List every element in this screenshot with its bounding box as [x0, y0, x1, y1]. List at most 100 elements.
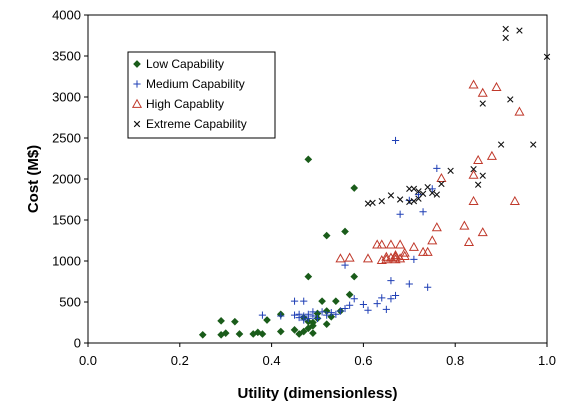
data-point-triangle: [436, 172, 447, 183]
data-point-plus: [341, 261, 349, 269]
legend-marker-diamond: [133, 60, 141, 68]
data-point-plus: [424, 283, 432, 291]
data-point-plus: [364, 306, 372, 314]
series-plus: [258, 136, 441, 324]
data-point-triangle: [399, 247, 410, 257]
data-point-diamond: [231, 317, 239, 326]
x-tick-label: 1.0: [538, 353, 556, 368]
data-point-x: [415, 188, 422, 195]
legend-label: Extreme Capability: [146, 117, 247, 131]
data-point-plus: [405, 280, 413, 288]
data-point-diamond: [309, 329, 317, 337]
data-point-x: [433, 191, 441, 198]
data-point-x: [530, 141, 537, 148]
legend-label: Medium Capability: [146, 77, 245, 91]
data-point-plus: [387, 295, 395, 303]
data-point-triangle: [376, 239, 387, 249]
legend: Low Capability Medium Capability High Capa…: [127, 51, 276, 139]
y-tick-label: 3500: [52, 49, 81, 64]
data-point-diamond: [332, 297, 340, 306]
data-point-plus: [336, 307, 345, 315]
data-point-plus: [350, 295, 358, 303]
data-point-x: [410, 197, 418, 205]
data-point-x: [419, 190, 427, 197]
data-point-triangle: [463, 236, 475, 246]
data-point-plus: [295, 313, 303, 322]
x-tick-label: 0.0: [79, 353, 97, 368]
data-point-plus: [290, 297, 299, 305]
data-point-diamond: [299, 327, 308, 336]
data-point-x: [429, 189, 436, 197]
data-point-plus: [346, 301, 354, 309]
data-point-x: [406, 185, 413, 193]
x-tick-label: 0.6: [354, 353, 372, 368]
legend-box: [127, 51, 276, 139]
data-point-diamond: [276, 327, 285, 336]
data-point-plus: [327, 309, 335, 317]
data-point-plus: [359, 300, 367, 309]
data-point-triangle: [399, 250, 410, 260]
data-point-x: [516, 27, 523, 34]
data-point-diamond: [322, 320, 331, 328]
data-point-triangle: [422, 246, 433, 256]
series-x: [364, 25, 551, 207]
data-point-triangle: [335, 253, 346, 263]
data-point-triangle: [431, 222, 442, 232]
data-point-x: [479, 100, 486, 107]
data-point-plus: [277, 312, 285, 320]
y-tick-label: 0: [74, 336, 81, 351]
data-point-triangle: [385, 239, 396, 249]
data-point-plus: [378, 294, 386, 302]
data-point-plus: [373, 300, 381, 308]
data-point-x: [497, 141, 505, 148]
data-point-plus: [382, 305, 390, 313]
data-point-diamond: [318, 297, 326, 306]
data-point-plus: [258, 311, 267, 319]
data-point-diamond: [322, 231, 331, 240]
data-point-plus: [332, 310, 340, 318]
data-point-diamond: [221, 329, 230, 337]
legend-marker-triangle: [131, 98, 143, 108]
y-tick-label: 2500: [52, 131, 81, 146]
data-point-x: [479, 172, 486, 179]
y-tick-label: 3000: [52, 90, 81, 105]
data-point-triangle: [514, 106, 525, 116]
data-point-triangle: [477, 227, 488, 237]
data-point-x: [470, 165, 477, 173]
data-point-triangle: [395, 253, 406, 263]
data-point-plus: [391, 136, 400, 145]
data-point-diamond: [309, 318, 317, 327]
data-point-plus: [396, 210, 404, 218]
data-point-plus: [313, 314, 322, 322]
data-point-plus: [414, 190, 423, 199]
data-point-plus: [433, 164, 441, 172]
legend-marker-plus: [133, 80, 141, 88]
data-point-x: [474, 181, 482, 188]
data-point-diamond: [304, 155, 313, 164]
data-point-diamond: [350, 272, 359, 281]
data-point-plus: [300, 297, 308, 305]
data-point-plus: [341, 304, 349, 313]
axes: 0 500 1000 1500 2000 2500 3000 3500 4000 0.0 0.2 0.…: [25, 8, 556, 403]
data-point-x: [438, 180, 445, 188]
data-point-diamond: [304, 272, 313, 281]
plot-area: [198, 25, 551, 339]
data-point-triangle: [459, 220, 470, 230]
data-point-x: [415, 195, 422, 202]
data-point-triangle: [509, 195, 520, 205]
data-point-x: [387, 192, 395, 199]
data-point-diamond: [235, 330, 244, 338]
x-axis-title: Utility (dimensionless): [237, 385, 397, 402]
data-point-x: [507, 96, 514, 103]
data-point-triangle: [427, 235, 438, 245]
data-point-triangle: [395, 239, 406, 249]
data-point-x: [447, 167, 454, 174]
data-point-diamond: [263, 316, 271, 324]
data-point-triangle: [473, 154, 484, 164]
data-point-triangle: [486, 150, 497, 160]
data-point-x: [396, 196, 404, 203]
data-point-triangle: [408, 241, 419, 251]
data-point-diamond: [258, 330, 267, 338]
data-point-x: [378, 197, 385, 205]
data-point-diamond: [217, 317, 225, 325]
